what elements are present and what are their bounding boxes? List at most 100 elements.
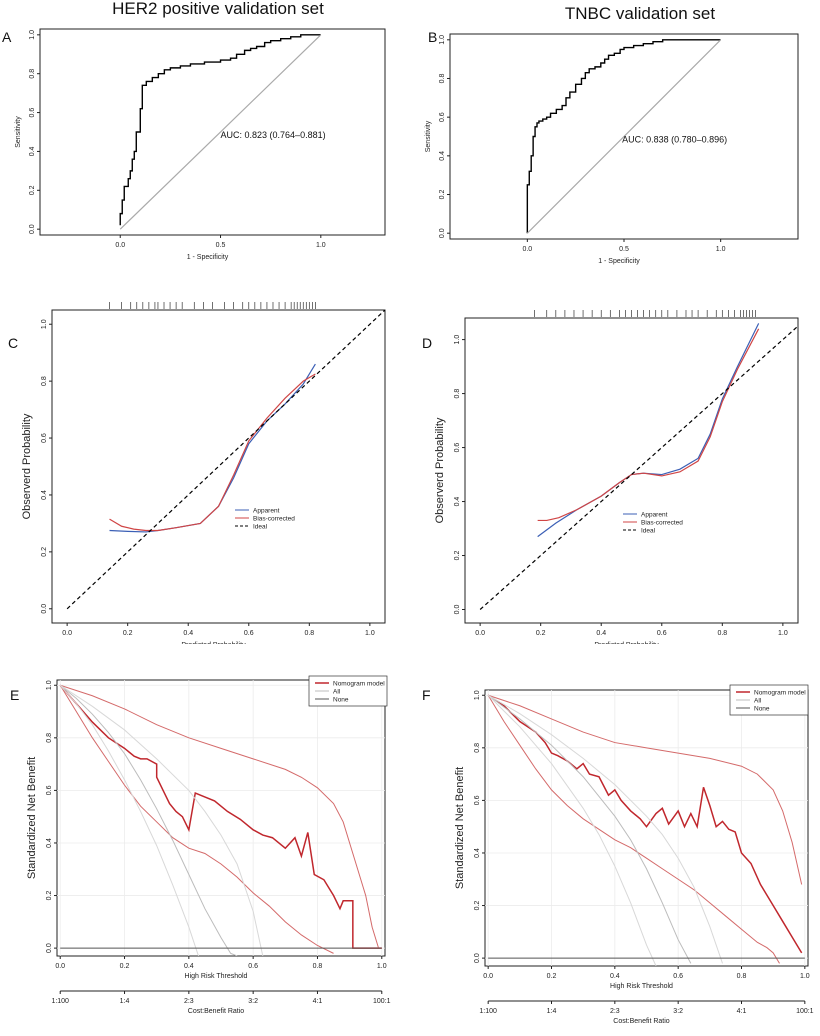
x-tick-label: 1.0 bbox=[316, 242, 326, 249]
legend-label: None bbox=[333, 697, 349, 704]
series-group bbox=[487, 694, 805, 966]
x2-tick-label: 100:1 bbox=[373, 998, 391, 1005]
x2-tick-label: 1:4 bbox=[547, 1008, 557, 1015]
legend-label: All bbox=[754, 698, 762, 705]
series-group bbox=[59, 684, 382, 956]
legend-label: Bias-corrected bbox=[641, 520, 683, 527]
series-all bbox=[59, 684, 238, 956]
series-group bbox=[66, 310, 385, 610]
y-tick-label: 0.2 bbox=[439, 190, 446, 200]
y-tick-label: 1.0 bbox=[439, 35, 446, 45]
x2-axis-label: Cost:Benefit Ratio bbox=[188, 1008, 245, 1015]
x-tick-label: 0.4 bbox=[610, 973, 620, 980]
y-tick-label: 0.0 bbox=[474, 953, 481, 963]
x-tick-label: 0.8 bbox=[737, 973, 747, 980]
legend-label: Apparent bbox=[253, 508, 280, 515]
auc-annotation: AUC: 0.838 (0.780–0.896) bbox=[622, 134, 727, 144]
series-ideal bbox=[479, 325, 798, 610]
series-all-band- bbox=[487, 694, 657, 966]
x-tick-label: 0.0 bbox=[483, 973, 493, 980]
panel-label: B bbox=[428, 29, 437, 45]
x-axis-label: Predicted Probability bbox=[181, 642, 246, 644]
series-bias-corrected bbox=[109, 373, 316, 532]
x-axis-label: High Risk Threshold bbox=[185, 973, 248, 980]
series-roc bbox=[119, 34, 321, 226]
x2-tick-label: 3:2 bbox=[673, 1008, 683, 1015]
y-tick-label: 0.0 bbox=[46, 943, 53, 953]
panel-a-roc-chart: A 0.0 0.5 1.0 0.0 0.2 0.4 0.6 0.8 1.0 1 - Specific… bbox=[2, 28, 386, 261]
y-tick-label: 0.4 bbox=[46, 838, 53, 848]
x-tick-label: 0.0 bbox=[62, 630, 72, 637]
x2-tick-label: 1:100 bbox=[479, 1008, 497, 1015]
plot-frame bbox=[51, 309, 386, 624]
x-axis-label: High Risk Threshold bbox=[610, 983, 673, 990]
y-tick-label: 0.8 bbox=[46, 733, 53, 743]
y-tick-label: 0.4 bbox=[439, 151, 446, 161]
y-tick-label: 0.2 bbox=[474, 901, 481, 911]
y-tick-label: 0.4 bbox=[29, 146, 36, 156]
x-tick-label: 0.6 bbox=[248, 963, 258, 970]
x-axis-label: Predicted Probability bbox=[594, 642, 659, 644]
x-tick-label: 1.0 bbox=[778, 630, 788, 637]
legend-label: Nomogram model bbox=[754, 690, 806, 697]
auc-annotation: AUC: 0.823 (0.764–0.881) bbox=[221, 130, 326, 140]
series-all bbox=[487, 694, 692, 964]
x-tick-label: 0.2 bbox=[120, 963, 130, 970]
y-tick-label: 0.4 bbox=[454, 497, 461, 507]
series-reference bbox=[119, 34, 322, 230]
x2-tick-label: 1:4 bbox=[120, 998, 130, 1005]
y-tick-label: 0.6 bbox=[46, 785, 53, 795]
panel-label: D bbox=[422, 335, 432, 351]
y-tick-label: 0.8 bbox=[41, 376, 48, 386]
y-tick-label: 1.0 bbox=[46, 680, 53, 690]
series-apparent bbox=[537, 323, 760, 538]
x-tick-label: 0.8 bbox=[313, 963, 323, 970]
y-tick-label: 1.0 bbox=[29, 30, 36, 40]
x-tick-label: 0.5 bbox=[619, 246, 629, 253]
y-axis-label: Observerd Probability bbox=[21, 413, 33, 519]
y-tick-label: 1.0 bbox=[41, 319, 48, 329]
series-nomogram-model bbox=[59, 684, 382, 949]
series-ideal bbox=[66, 310, 385, 610]
y-tick-label: 0.6 bbox=[41, 433, 48, 443]
x-tick-label: 0.6 bbox=[657, 630, 667, 637]
x-tick-label: 1.0 bbox=[800, 973, 810, 980]
plot-frame bbox=[484, 689, 809, 967]
y-tick-label: 0.8 bbox=[439, 74, 446, 84]
y-axis-label: Observerd Probability bbox=[434, 417, 446, 523]
y-axis-label: Standardized Net Benefit bbox=[454, 767, 466, 889]
x-tick-label: 0.0 bbox=[475, 630, 485, 637]
series-lower-ci bbox=[59, 684, 334, 954]
y-axis-label: Sensitivity bbox=[15, 116, 22, 148]
x-tick-label: 0.0 bbox=[115, 242, 125, 249]
y-tick-label: 0.4 bbox=[41, 490, 48, 500]
legend-label: All bbox=[333, 689, 341, 696]
series-apparent bbox=[109, 363, 316, 533]
y-tick-label: 0.6 bbox=[439, 112, 446, 122]
series-upper-ci bbox=[488, 694, 803, 885]
legend-label: None bbox=[754, 706, 770, 713]
x-tick-label: 0.8 bbox=[717, 630, 727, 637]
series-all-band- bbox=[59, 684, 199, 956]
x-tick-label: 0.0 bbox=[55, 963, 65, 970]
y-tick-label: 0.2 bbox=[29, 185, 36, 195]
x-tick-label: 1.0 bbox=[377, 963, 387, 970]
series-all-band- bbox=[59, 684, 264, 956]
x-tick-label: 0.2 bbox=[547, 973, 557, 980]
x-tick-label: 0.2 bbox=[123, 630, 133, 637]
x2-tick-label: 1:100 bbox=[51, 998, 69, 1005]
panel-d-calibration-chart: D 0.0 0.2 0.4 0.6 0.8 1.0 0.0 0.2 0.4 0.6 0.8 1.0 Pre… bbox=[422, 310, 799, 644]
x-tick-label: 0.4 bbox=[184, 963, 194, 970]
series-roc bbox=[526, 39, 721, 234]
legend-label: Ideal bbox=[641, 528, 656, 535]
series-bias-corrected bbox=[537, 328, 760, 522]
panel-label: A bbox=[2, 29, 12, 45]
x2-tick-label: 2:3 bbox=[610, 1008, 620, 1015]
panel-e-dca-chart: E 0.0 0.2 0.4 0.6 0.8 1.0 0.0 0.2 0.4 0.6 0.8 1.0 Hig… bbox=[10, 675, 391, 1015]
x-tick-label: 0.5 bbox=[216, 242, 226, 249]
x2-tick-label: 4:1 bbox=[737, 1008, 747, 1015]
y-tick-label: 0.0 bbox=[454, 605, 461, 615]
plot-frame bbox=[56, 679, 386, 957]
legend-label: Apparent bbox=[641, 512, 668, 519]
panel-f-dca-chart: F 0.0 0.2 0.4 0.6 0.8 1.0 0.0 0.2 0.4 0.6 0.8 1.0 Hig… bbox=[422, 684, 814, 1025]
